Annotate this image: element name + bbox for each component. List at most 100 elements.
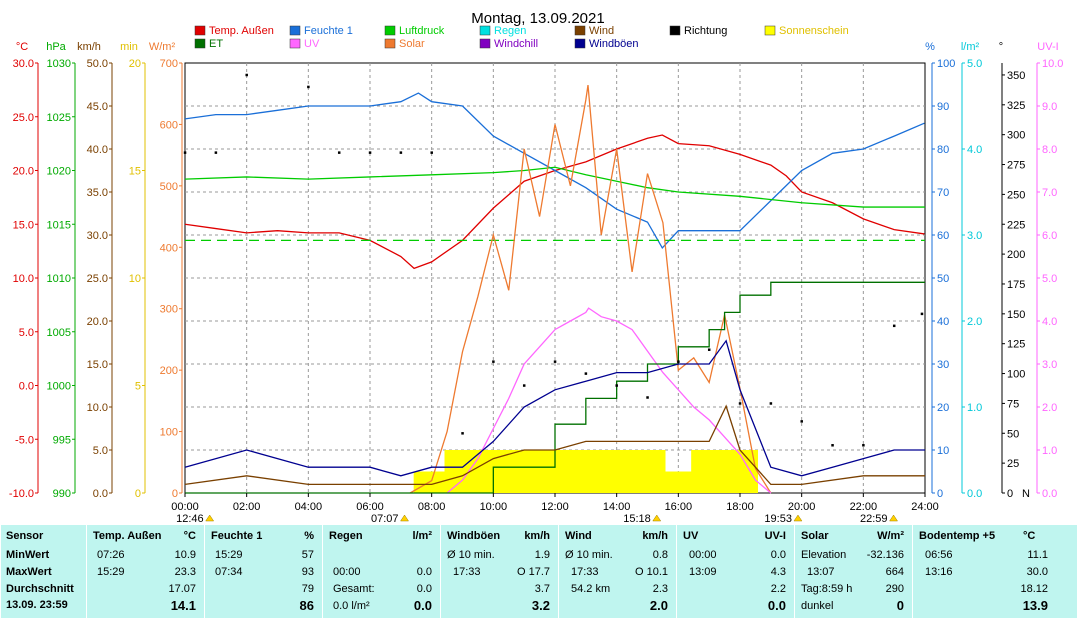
summary-title: Temp. Außen — [93, 530, 162, 542]
y-tick-label: 0 — [1007, 488, 1013, 500]
summary-row-label: Sensor — [6, 530, 44, 542]
series-line-et — [185, 281, 925, 494]
summary-last: 3.2 — [531, 598, 550, 613]
summary-label: 00:00 — [333, 566, 361, 578]
y-tick-label: 8.0 — [1042, 144, 1057, 156]
x-tick-label: 16:00 — [665, 501, 693, 513]
summary-min-time: 07:26 — [97, 549, 125, 561]
x-marker-label: 22:59 — [860, 513, 888, 525]
summary-max-time: 17:33 — [453, 566, 481, 578]
summary-max-time: 15:29 — [97, 566, 125, 578]
y-tick-label: 0 — [135, 488, 141, 500]
summary-max: 664 — [885, 566, 904, 578]
summary-max-time: 13:09 — [689, 566, 717, 578]
x-marker-label: 15:18 — [623, 513, 651, 525]
direction-point — [307, 85, 310, 89]
sunshine-bar — [629, 450, 666, 493]
legend: Temp. Außen Feuchte 1 Luftdruck Regen Wind Ri… — [194, 25, 849, 50]
legend-swatch — [669, 25, 681, 36]
summary-last: 0.0 — [413, 598, 432, 613]
y-tick-label: 1020 — [47, 166, 71, 178]
summary-min-time: 00:00 — [689, 549, 717, 561]
summary-min: 0.0 — [770, 549, 786, 561]
y-tick-label: 1.0 — [1042, 445, 1057, 457]
direction-point — [862, 444, 865, 447]
summary-title: Solar — [801, 530, 829, 542]
x-marker-icon — [793, 514, 803, 522]
y-tick-label: 75 — [1007, 398, 1019, 410]
y-tick-label: 10 — [937, 445, 949, 457]
legend-label: Feuchte 1 — [304, 25, 353, 37]
y-tick-label: 6.0 — [1042, 230, 1057, 242]
y-tick-label: 100 — [160, 427, 178, 439]
y-tick-label: 2.0 — [967, 316, 982, 328]
sunshine-bar — [413, 471, 450, 493]
summary-avg: 79 — [301, 583, 314, 595]
summary-avg: 2.2 — [770, 583, 786, 595]
y-tick-label: 15.0 — [87, 359, 108, 371]
sunshine-bar — [506, 450, 543, 493]
direction-point — [584, 372, 588, 375]
y-tick-label: 1005 — [47, 327, 71, 339]
summary-temp: Temp. Außen °C 07:26 10.9 15:29 23.3 17.… — [86, 525, 204, 618]
x-marker-label: 12:46 — [176, 513, 204, 525]
legend-swatch — [479, 38, 491, 49]
summary-max: O 10.1 — [634, 566, 668, 578]
y-tick-label: 10.0 — [87, 402, 108, 414]
x-marker-label: 07:07 — [371, 513, 399, 525]
y-tick-label: 4.0 — [967, 144, 982, 156]
chart-title: Montag, 13.09.2021 — [471, 10, 604, 27]
summary-title: Bodentemp +5 — [919, 530, 996, 542]
y-tick-label: 5.0 — [19, 327, 34, 339]
legend-swatch — [194, 25, 206, 36]
y-tick-label: 45.0 — [87, 101, 108, 113]
summary-humidity: Feuchte 1 % 15:29 57 07:34 93 79 86 — [204, 525, 322, 618]
x-tick-label: 06:00 — [356, 501, 384, 513]
summary-title: UV — [683, 530, 699, 542]
legend-swatch — [289, 25, 301, 36]
summary-max: 23.3 — [174, 566, 196, 578]
y-tick-label: 50.0 — [87, 58, 108, 70]
y-tick-label: 1030 — [47, 58, 71, 70]
y-tick-label: 125 — [1007, 339, 1025, 351]
series-line-temp-au-en — [184, 134, 925, 270]
summary-avg: 2.3 — [652, 583, 668, 595]
y-tick-label: 1000 — [47, 381, 71, 393]
y-tick-label: 30.0 — [87, 230, 108, 242]
summary-row-label: 13.09. 23:59 — [6, 599, 68, 611]
x-tick-label: 10:00 — [480, 501, 508, 513]
x-tick-label: 22:00 — [850, 501, 878, 513]
x-tick-label: 14:00 — [603, 501, 631, 513]
legend-label: Sonnenschein — [779, 25, 849, 37]
y-tick-label: 995 — [53, 434, 71, 446]
summary-row-label: Durchschnitt — [6, 583, 74, 595]
legend-label: Temp. Außen — [209, 25, 274, 37]
y-tick-label: 1025 — [47, 112, 71, 124]
y-tick-label: 60 — [937, 230, 949, 242]
direction-point — [615, 384, 618, 387]
x-tick-label: 02:00 — [233, 501, 261, 513]
direction-point — [399, 151, 403, 154]
legend-label: Solar — [399, 38, 425, 50]
y-tick-label: 40 — [937, 316, 949, 328]
y-tick-label: 0.0 — [967, 488, 982, 500]
summary-last: 0.0 — [767, 598, 786, 613]
direction-point — [337, 151, 341, 154]
summary-max-time: 13:16 — [925, 566, 953, 578]
y-tick-label: 9.0 — [1042, 101, 1057, 113]
legend-label: Regen — [494, 25, 526, 37]
summary-max: 93 — [301, 566, 314, 578]
direction-point — [800, 420, 803, 423]
summary-rain: Regen l/m² 00:00 0.0 Gesamt: 0.0 0.0 l/m… — [322, 525, 440, 618]
y-tick-label: 15.0 — [13, 219, 34, 231]
y-tick-label: 5.0 — [1042, 273, 1057, 285]
direction-point — [553, 360, 557, 363]
x-tick-label: 08:00 — [418, 501, 446, 513]
y-tick-label: 990 — [53, 488, 71, 500]
x-marker-label: 19:53 — [764, 513, 792, 525]
summary-min-label: Elevation — [801, 549, 847, 561]
y-tick-label: 0.0 — [93, 488, 108, 500]
x-tick-label: 20:00 — [788, 501, 816, 513]
summary-max-time: 13:07 — [807, 566, 835, 578]
x-tick-label: 00:00 — [171, 501, 199, 513]
